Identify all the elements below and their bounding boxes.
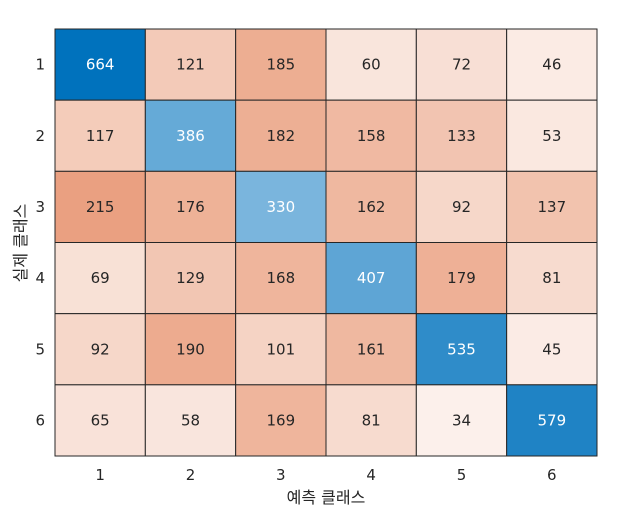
- x-tick-5: 5: [457, 466, 467, 484]
- cell-value-r3-c6: 137: [538, 198, 567, 216]
- y-tick-6: 6: [35, 411, 45, 429]
- cell-value-r3-c1: 215: [86, 198, 115, 216]
- cell-r3-c2: [144, 170, 237, 243]
- cell-value-r4-c3: 168: [267, 269, 296, 287]
- y-tick-5: 5: [35, 340, 45, 358]
- cell-r2-c4: [325, 99, 417, 172]
- matrix-cells: 664 121 185 60 72 46 117 386 182 158 133 53 215 176 33…: [54, 28, 598, 457]
- cell-value-r4-c6: 81: [542, 269, 561, 287]
- cell-value-r6-c5: 34: [452, 411, 471, 429]
- cell-r1-c6: [506, 28, 598, 101]
- cell-value-r1-c6: 46: [542, 56, 561, 74]
- cell-r6-c5: [415, 384, 508, 457]
- x-tick-1: 1: [95, 466, 105, 484]
- x-tick-3: 3: [276, 466, 286, 484]
- cell-r5-c3: [235, 313, 327, 386]
- cell-value-r6-c1: 65: [91, 411, 110, 429]
- cell-value-r6-c6: 579: [538, 411, 567, 429]
- y-tick-labels: 1 2 3 4 5 6: [35, 56, 45, 430]
- cell-r4-c3: [235, 242, 327, 315]
- cell-value-r2-c6: 53: [542, 127, 561, 145]
- cell-value-r5-c1: 92: [91, 340, 110, 358]
- cell-value-r4-c5: 179: [447, 269, 476, 287]
- cell-value-r2-c4: 158: [357, 127, 386, 145]
- y-tick-2: 2: [35, 127, 45, 145]
- cell-value-r3-c4: 162: [357, 198, 386, 216]
- cell-value-r6-c4: 81: [362, 411, 381, 429]
- cell-value-r1-c4: 60: [362, 56, 381, 74]
- y-tick-1: 1: [35, 56, 45, 74]
- cell-value-r1-c3: 185: [267, 56, 296, 74]
- cell-r3-c6: [506, 170, 598, 243]
- cell-value-r2-c5: 133: [447, 127, 476, 145]
- cell-r1-c4: [325, 28, 417, 101]
- cell-r5-c6: [506, 313, 598, 386]
- cell-value-r1-c5: 72: [452, 56, 471, 74]
- cell-value-r3-c3: 330: [267, 198, 296, 216]
- cell-r4-c5: [415, 242, 508, 315]
- cell-value-r5-c2: 190: [176, 340, 205, 358]
- y-tick-3: 3: [35, 198, 45, 216]
- cell-value-r4-c4: 407: [357, 269, 386, 287]
- x-tick-6: 6: [547, 466, 557, 484]
- cell-value-r6-c2: 58: [181, 411, 200, 429]
- cell-r1-c1: [54, 28, 146, 101]
- cell-r1-c2: [144, 28, 237, 101]
- cell-value-r2-c3: 182: [267, 127, 296, 145]
- cell-value-r6-c3: 169: [267, 411, 296, 429]
- cell-value-r1-c1: 664: [86, 56, 115, 74]
- cell-r3-c1: [54, 170, 146, 243]
- cell-value-r1-c2: 121: [176, 56, 205, 74]
- cell-r3-c5: [415, 170, 508, 243]
- cell-value-r3-c2: 176: [176, 198, 205, 216]
- cell-r5-c5: [415, 313, 508, 386]
- cell-value-r5-c5: 535: [447, 340, 476, 358]
- cell-value-r2-c1: 117: [86, 127, 115, 145]
- cell-r5-c4: [325, 313, 417, 386]
- cell-r4-c1: [54, 242, 146, 315]
- cell-r4-c2: [144, 242, 237, 315]
- cell-value-r5-c4: 161: [357, 340, 386, 358]
- cell-r1-c3: [235, 28, 327, 101]
- cell-r1-c5: [415, 28, 508, 101]
- x-tick-2: 2: [186, 466, 196, 484]
- cell-r5-c1: [54, 313, 146, 386]
- cell-r3-c4: [325, 170, 417, 243]
- cell-value-r3-c5: 92: [452, 198, 471, 216]
- x-tick-labels: 1 2 3 4 5 6: [95, 466, 556, 484]
- cell-value-r4-c2: 129: [176, 269, 205, 287]
- cell-r4-c4: [325, 242, 417, 315]
- cell-r6-c6: [506, 384, 598, 457]
- cell-r4-c6: [506, 242, 598, 315]
- cell-value-r2-c2: 386: [176, 127, 205, 145]
- cell-r2-c6: [506, 99, 598, 172]
- x-tick-4: 4: [366, 466, 376, 484]
- y-tick-4: 4: [35, 269, 45, 287]
- cell-r6-c4: [325, 384, 417, 457]
- x-axis-label: 예측 클래스: [287, 488, 366, 507]
- y-axis-label: 실제 클래스: [11, 204, 30, 283]
- cell-value-r5-c6: 45: [542, 340, 561, 358]
- cell-r6-c1: [54, 384, 146, 457]
- cell-value-r4-c1: 69: [91, 269, 110, 287]
- cell-r2-c2: [144, 99, 237, 172]
- cell-value-r5-c3: 101: [267, 340, 296, 358]
